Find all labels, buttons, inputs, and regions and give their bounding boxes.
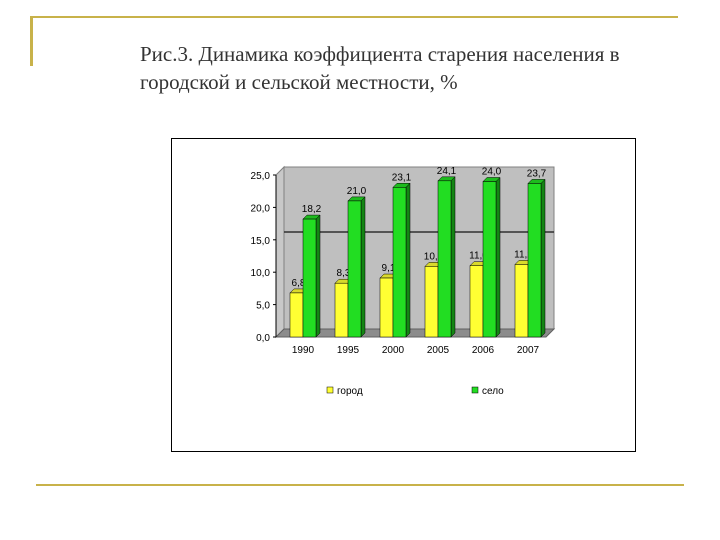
bar — [392, 187, 407, 338]
bar — [289, 292, 304, 338]
legend-swatch — [326, 386, 334, 394]
chart-frame: 0,0 5,0 10,0 15,0 20,0 25,0 6,8 18,2 1990 8,3 21,0… — [171, 138, 636, 452]
y-tick-label: 15,0 — [251, 236, 271, 247]
legend-label: село — [482, 386, 504, 397]
legend-label: город — [337, 386, 363, 397]
y-tick-label: 25,0 — [251, 171, 271, 182]
data-label: 23,1 — [392, 172, 412, 183]
x-tick-label: 2005 — [427, 345, 450, 356]
decor-line-top — [30, 16, 678, 18]
bar-side — [495, 176, 501, 338]
bar — [347, 200, 362, 338]
y-tick-label: 10,0 — [251, 268, 271, 279]
bar-side — [450, 176, 456, 338]
y-tick-label: 20,0 — [251, 203, 271, 214]
x-tick-label: 2007 — [517, 345, 540, 356]
data-label: 8,3 — [337, 268, 351, 279]
data-label: 23,7 — [527, 168, 547, 179]
bar — [302, 218, 317, 338]
slide-title: Рис.3. Динамика коэффициента старения на… — [140, 42, 620, 94]
decor-line-left — [30, 16, 33, 66]
legend-swatch — [471, 386, 479, 394]
data-label: 21,0 — [347, 186, 367, 197]
y-tick-label: 5,0 — [256, 301, 270, 312]
bar — [334, 282, 349, 338]
data-label: 9,1 — [382, 263, 396, 274]
bar — [437, 180, 452, 338]
x-tick-label: 1990 — [292, 345, 315, 356]
x-tick-label: 2006 — [472, 345, 495, 356]
bar — [424, 266, 439, 338]
data-label: 24,1 — [437, 166, 457, 177]
x-tick-label: 2000 — [382, 345, 405, 356]
chart-back-wall — [283, 166, 555, 330]
bar-side — [405, 182, 411, 338]
data-label: 24,0 — [482, 166, 502, 177]
bar — [469, 265, 484, 338]
bar-side — [360, 196, 366, 338]
decor-line-bottom — [36, 484, 684, 486]
data-label: 11,2 — [514, 249, 533, 260]
data-label: 18,2 — [302, 204, 322, 215]
bar-side — [540, 178, 546, 338]
bar-side — [315, 214, 321, 338]
bar — [514, 264, 529, 338]
bar — [527, 183, 542, 338]
x-tick-label: 1995 — [337, 345, 360, 356]
bar-chart: 0,0 5,0 10,0 15,0 20,0 25,0 6,8 18,2 1990 8,3 21,0… — [251, 165, 556, 397]
data-label: 11,0 — [469, 251, 488, 262]
bar — [482, 181, 497, 338]
chart-side-wall — [275, 165, 285, 339]
bar — [379, 277, 394, 338]
data-label: 10,9 — [424, 251, 444, 262]
y-tick-label: 0,0 — [256, 333, 270, 344]
data-label: 6,8 — [292, 278, 306, 289]
